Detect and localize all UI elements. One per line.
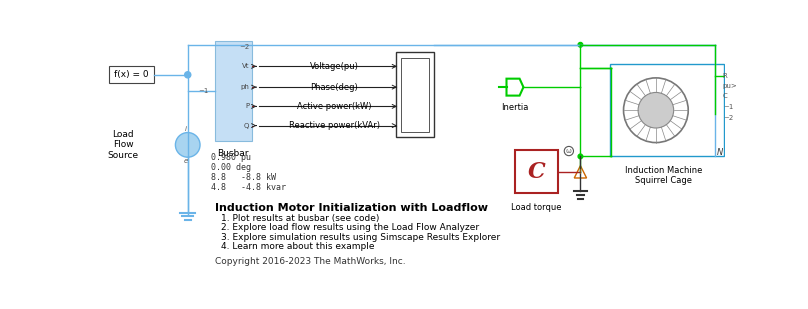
Text: Induction Motor Initialization with Loadflow: Induction Motor Initialization with Load… bbox=[215, 203, 488, 214]
Text: Phase(deg): Phase(deg) bbox=[310, 83, 358, 92]
Circle shape bbox=[175, 133, 200, 157]
Text: Voltage(pu): Voltage(pu) bbox=[309, 62, 359, 71]
Text: Load torque: Load torque bbox=[511, 203, 562, 212]
Circle shape bbox=[578, 154, 583, 159]
Text: !: ! bbox=[579, 169, 582, 175]
Text: ~1: ~1 bbox=[723, 104, 733, 110]
Text: e: e bbox=[183, 158, 187, 164]
Text: ω: ω bbox=[566, 148, 572, 154]
Circle shape bbox=[564, 146, 574, 156]
Text: Reactive power(kVAr): Reactive power(kVAr) bbox=[288, 121, 380, 130]
Text: N: N bbox=[717, 148, 723, 157]
Polygon shape bbox=[507, 79, 524, 95]
Bar bbox=[401, 58, 429, 132]
Text: i: i bbox=[184, 126, 187, 132]
Text: ~1: ~1 bbox=[199, 88, 209, 94]
Text: 1. Plot results at busbar (see code): 1. Plot results at busbar (see code) bbox=[221, 214, 379, 223]
Bar bbox=[215, 41, 251, 141]
Text: Copyright 2016-2023 The MathWorks, Inc.: Copyright 2016-2023 The MathWorks, Inc. bbox=[215, 257, 406, 266]
Text: 2. Explore load flow results using the Load Flow Analyzer: 2. Explore load flow results using the L… bbox=[221, 223, 479, 232]
Text: pu>: pu> bbox=[723, 83, 738, 89]
Text: Active power(kW): Active power(kW) bbox=[297, 102, 371, 111]
Text: C: C bbox=[723, 93, 728, 99]
Text: R: R bbox=[723, 73, 728, 78]
Bar bbox=[515, 150, 558, 193]
Text: 4.8   -4.8 kvar: 4.8 -4.8 kvar bbox=[211, 184, 286, 193]
Text: Induction Machine
Squirrel Cage: Induction Machine Squirrel Cage bbox=[625, 166, 702, 185]
Text: f(x) = 0: f(x) = 0 bbox=[114, 70, 149, 79]
Circle shape bbox=[185, 72, 191, 78]
Polygon shape bbox=[574, 166, 587, 178]
Circle shape bbox=[638, 92, 674, 128]
Text: P: P bbox=[245, 104, 250, 109]
Text: C: C bbox=[528, 161, 545, 183]
Text: ~2: ~2 bbox=[723, 115, 733, 121]
Text: ph: ph bbox=[241, 84, 250, 90]
Text: Busbar: Busbar bbox=[217, 149, 249, 158]
Circle shape bbox=[578, 42, 583, 47]
Text: ~2: ~2 bbox=[239, 44, 250, 50]
Bar bbox=[610, 64, 725, 156]
Text: Q: Q bbox=[244, 123, 250, 129]
Text: 0.980 pu: 0.980 pu bbox=[211, 154, 250, 163]
Text: 3. Explore simulation results using Simscape Results Explorer: 3. Explore simulation results using Sims… bbox=[221, 233, 500, 242]
Text: Inertia: Inertia bbox=[501, 103, 528, 112]
Bar bbox=[109, 66, 154, 83]
Text: Vt: Vt bbox=[242, 63, 250, 69]
Text: 8.8   -8.8 kW: 8.8 -8.8 kW bbox=[211, 173, 276, 183]
Circle shape bbox=[624, 78, 688, 142]
Text: 4. Learn more about this example: 4. Learn more about this example bbox=[221, 242, 374, 251]
Text: 0.00 deg: 0.00 deg bbox=[211, 163, 250, 172]
Bar bbox=[396, 53, 434, 137]
Text: Load
Flow
Source: Load Flow Source bbox=[107, 130, 139, 160]
